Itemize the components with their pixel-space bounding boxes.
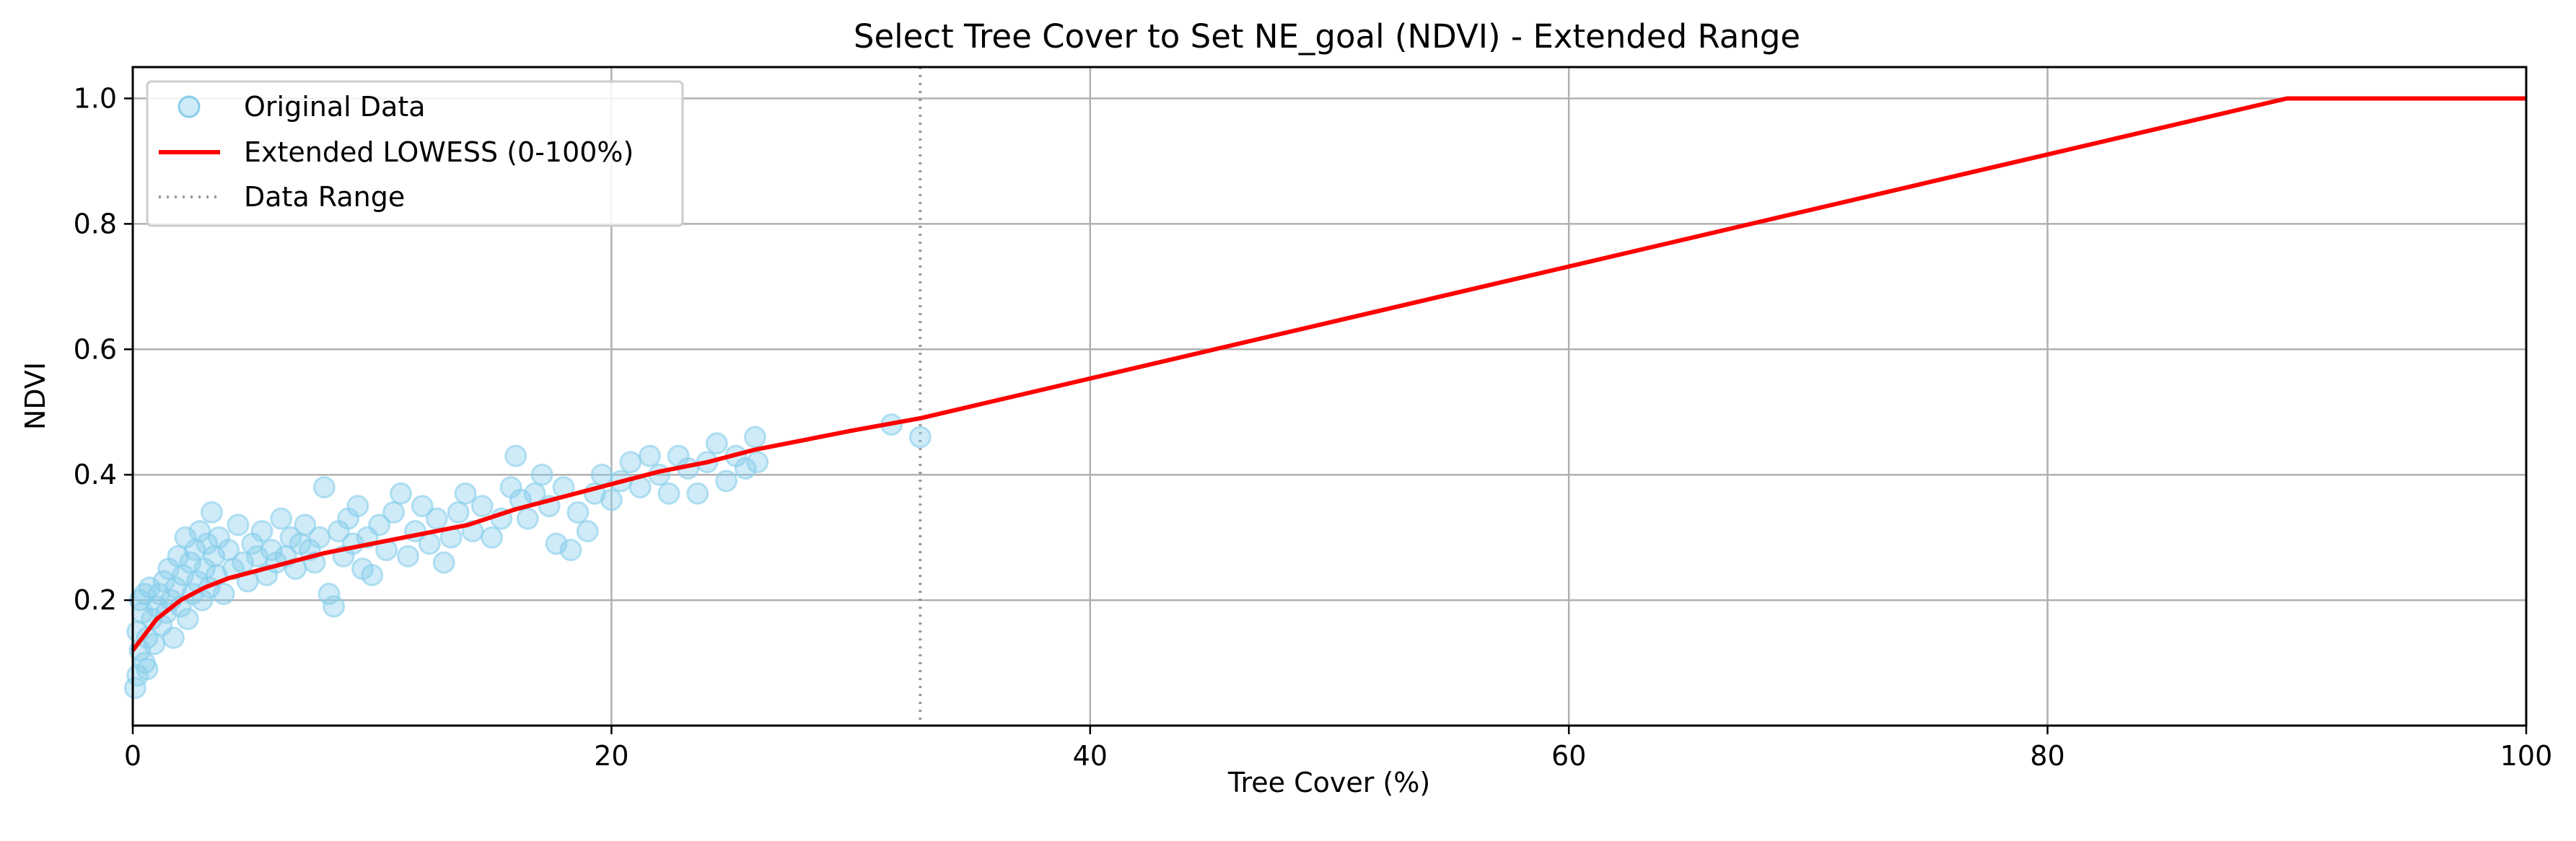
scatter-point [715,470,738,493]
scatter-point [638,444,661,467]
scatter-point [133,582,157,605]
scatter-point [308,526,331,549]
scatter-point [227,514,250,537]
x-tick-label: 0 [124,740,141,772]
scatter-point [454,482,477,505]
scatter-point [576,519,599,542]
chart-title: Select Tree Cover to Set NE_goal (NDVI) … [854,17,1800,56]
scatter-point [346,495,369,518]
y-tick-label: 1.0 [74,82,117,114]
scatter-point [686,482,709,505]
scatter-point [317,582,341,605]
scatter-point [390,482,413,505]
scatter-point [908,426,932,449]
lowess-series [131,96,2526,652]
scatter-point [481,526,504,549]
scatter-point [470,495,494,518]
scatter-point [361,563,384,586]
scatter-point [516,507,539,530]
x-axis-label: Tree Cover (%) [1227,767,1430,798]
scatter-point [600,488,623,511]
y-tick-label: 0.2 [74,584,117,616]
x-tick-label: 80 [2030,740,2064,772]
scatter-point [312,476,336,499]
scatter-point [176,607,199,630]
scatter-point [294,514,317,537]
scatter-point [368,514,391,537]
scatter-point [743,426,766,449]
scatter-point [559,539,582,562]
scatter-point [746,451,769,474]
scatter-point [250,519,273,542]
scatter-point [530,463,553,486]
legend-box [146,80,684,227]
scatter-point [382,501,406,524]
x-tick-label: 60 [1551,740,1586,772]
x-tick-label: 40 [1073,740,1108,772]
legend-label-data-range: Data Range [244,181,405,213]
scatter-point [162,626,185,649]
scatter-point [504,444,527,467]
scatter-point [143,633,166,656]
scatter-point [432,551,455,574]
y-tick-label: 0.4 [74,459,117,490]
scatter-point [136,658,159,681]
scatter-point [270,507,293,530]
scatter-point [396,545,419,568]
x-tick-label: 20 [594,740,628,772]
scatter-point [657,482,680,505]
legend-label-lowess: Extended LOWESS (0-100%) [244,136,634,168]
scatter-point [212,582,235,605]
y-tick-label: 0.6 [74,333,117,365]
scatter-point [323,595,346,618]
lowess-line [131,96,2526,652]
x-tick-label: 100 [2500,740,2553,772]
scatter-point [590,463,613,486]
scatter-point [705,432,728,455]
scatter-point [619,451,642,474]
legend-label-original-data: Original Data [244,91,426,123]
legend-marker-original-data [178,95,201,118]
scatter-point [411,495,434,518]
scatter-point [200,501,223,524]
scatter-point [418,532,441,555]
scatter-point [447,501,470,524]
scatter-point [425,507,448,530]
scatter-point [734,457,757,480]
y-tick-label: 0.8 [74,208,117,239]
scatter-point [566,501,590,524]
plot-frame [131,66,2528,727]
x-axis-ticks: 0 20 40 60 80 100 [124,726,2552,772]
legend: Original Data Extended LOWESS (0-100%) D… [146,80,684,227]
y-axis-ticks: 0.2 0.4 0.6 0.8 1.0 [74,82,133,616]
y-axis-label: NDVI [19,362,51,430]
scatter-point [196,532,219,555]
